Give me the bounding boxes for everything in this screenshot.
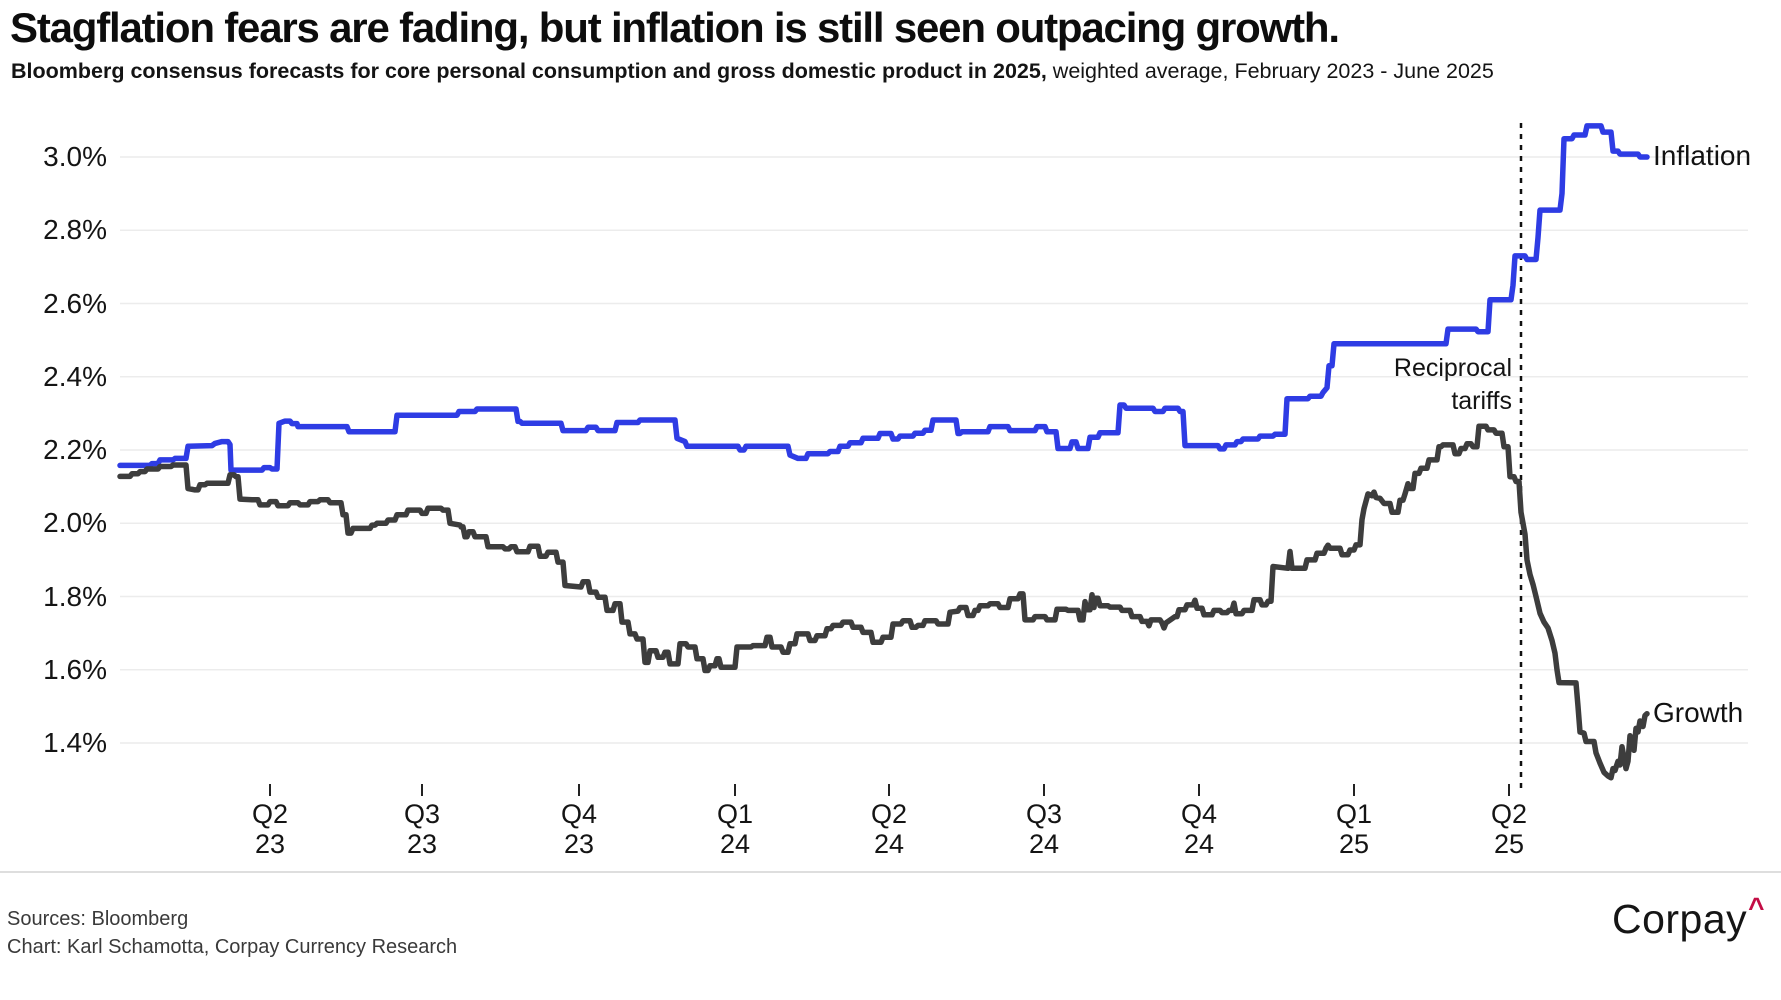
x-axis-label: Q1 25 [1309, 799, 1399, 859]
x-axis-label-year: 24 [873, 829, 905, 859]
x-axis-label-quarter: Q1 [1335, 799, 1373, 829]
y-axis-label: 2.0% [43, 507, 107, 539]
gridlines [120, 156, 1748, 744]
x-axis-label: Q2 24 [844, 799, 934, 859]
x-axis-label: Q2 23 [225, 799, 315, 859]
chart-subtitle: Bloomberg consensus forecasts for core p… [11, 59, 1494, 84]
x-axis-label-quarter: Q4 [560, 799, 598, 829]
x-axis-label-year: 25 [1493, 829, 1525, 859]
x-axis-label: Q2 25 [1464, 799, 1554, 859]
subtitle-regular: weighted average, February 2023 - June 2… [1046, 59, 1494, 83]
x-axis-ticks [269, 784, 1510, 796]
x-axis-label-year: 24 [1028, 829, 1060, 859]
y-axis-label: 2.6% [43, 287, 107, 319]
corpay-logo-text: Corpay [1611, 896, 1748, 942]
x-axis-label: Q3 23 [377, 799, 467, 859]
x-axis-label-year: 23 [406, 829, 438, 859]
page-title: Stagflation fears are fading, but inflat… [10, 4, 1340, 51]
footer-credit: Chart: Karl Schamotta, Corpay Currency R… [7, 936, 458, 958]
x-axis-label-quarter: Q1 [716, 799, 754, 829]
y-axis-label: 1.4% [43, 727, 107, 758]
x-axis-label-quarter: Q4 [1180, 799, 1218, 829]
x-axis-label: Q4 23 [534, 799, 624, 859]
y-axis-label: 2.4% [43, 360, 107, 392]
y-axis-label: 2.8% [43, 214, 107, 246]
x-axis-label-year: 23 [254, 829, 286, 859]
y-axis-label: 3.0% [43, 141, 107, 172]
corpay-logo-caret-icon: ^ [1748, 892, 1765, 923]
footer-sources: Sources: Bloomberg [7, 908, 189, 930]
x-axis-label-year: 24 [719, 829, 751, 859]
inflation-line [117, 123, 1650, 473]
x-axis-label: Q3 24 [999, 799, 1089, 859]
x-axis-label-quarter: Q2 [251, 799, 289, 829]
subtitle-bold: Bloomberg consensus forecasts for core p… [11, 59, 1047, 83]
y-axis-label: 2.2% [43, 434, 107, 465]
growth-line [117, 423, 1650, 781]
x-axis-label: Q1 24 [690, 799, 780, 859]
x-axis-label-year: 23 [563, 829, 595, 859]
reciprocal-tariffs-annotation: Reciprocal tariffs [1212, 352, 1512, 418]
y-axis-label: 1.8% [43, 580, 107, 612]
footer-divider [0, 871, 1781, 873]
footer: Sources: Bloomberg Chart: Karl Schamotta… [7, 905, 457, 961]
growth-series-label: Growth [1653, 696, 1744, 728]
x-axis-label: Q4 24 [1154, 799, 1244, 859]
corpay-logo: Corpay^ [1611, 892, 1765, 943]
x-axis-label-quarter: Q3 [1025, 799, 1063, 829]
x-axis-label-year: 25 [1338, 829, 1370, 859]
x-axis-label-quarter: Q2 [1490, 799, 1528, 829]
annotation-line2: tariffs [1451, 387, 1512, 415]
series-lines [117, 123, 1650, 781]
x-axis-label-quarter: Q3 [403, 799, 441, 829]
x-axis-label-year: 24 [1183, 829, 1215, 859]
y-axis-label: 1.6% [43, 653, 107, 685]
x-axis-label-quarter: Q2 [870, 799, 908, 829]
annotation-line1: Reciprocal [1393, 354, 1512, 382]
inflation-series-label: Inflation [1653, 140, 1752, 171]
